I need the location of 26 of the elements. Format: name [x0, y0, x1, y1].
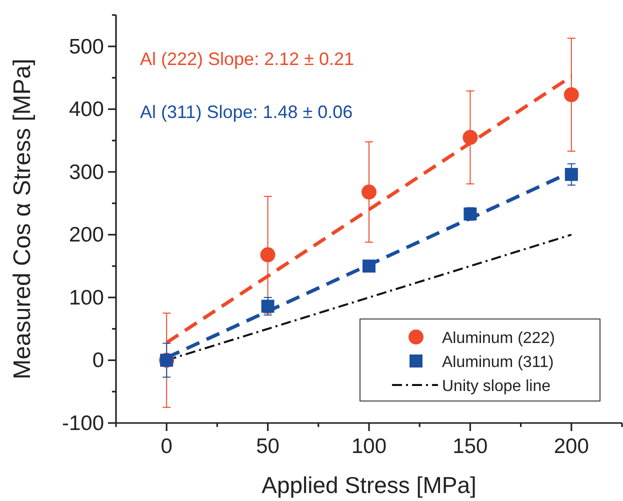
point [261, 300, 274, 313]
y-tick-label: 400 [68, 98, 104, 122]
point [462, 130, 478, 145]
annotation: Al (311) Slope: 1.48 ± 0.06 [140, 102, 353, 122]
point [260, 247, 276, 262]
y-tick-label: 500 [68, 35, 104, 58]
y-tick-label: 0 [92, 349, 104, 372]
point [564, 87, 579, 102]
point [362, 184, 376, 200]
x-axis-title: Applied Stress [MPa] [262, 472, 476, 498]
y-axis-title: Measured Cos α Stress [MPa] [9, 58, 36, 380]
y-tick-label: 200 [68, 224, 104, 247]
legend-label: Unity slope line [442, 378, 551, 395]
x-tick-label: 0 [160, 435, 172, 458]
x-tick-label: 50 [256, 435, 280, 458]
y-tick-label: -100 [62, 412, 104, 435]
x-tick-label: 100 [351, 435, 387, 458]
point [564, 168, 578, 181]
point [362, 260, 376, 273]
annotation: Al (222) Slope: 2.12 ± 0.21 [140, 49, 354, 69]
legend-label: Aluminum (311) [442, 354, 554, 371]
x-tick-label: 200 [554, 435, 589, 458]
x-tick-label: 150 [452, 435, 488, 458]
y-tick-label: 300 [68, 160, 104, 184]
legend-label: Aluminum (222) [442, 330, 555, 347]
y-tick-label: 100 [68, 286, 104, 310]
